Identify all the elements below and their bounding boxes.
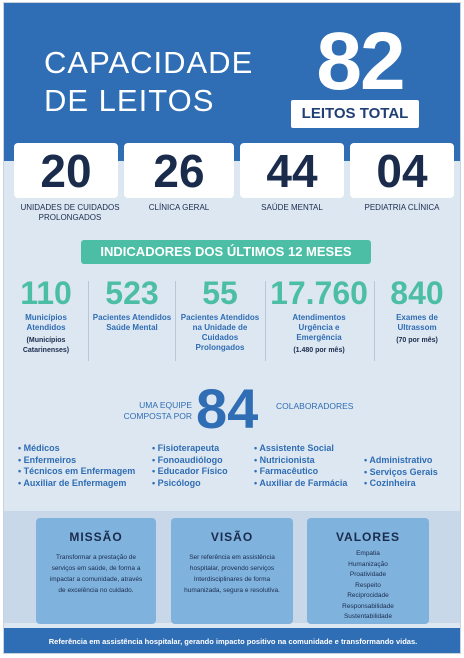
indicator-note: (1.480 por mês) <box>293 347 345 354</box>
role-item: Assistente Social <box>254 443 347 455</box>
team-post-text: COLABORADORES <box>276 401 354 411</box>
mission-title: MISSÃO <box>69 530 123 544</box>
value-item: Reciprocidade <box>347 592 389 599</box>
beds-value: 26 <box>153 145 205 197</box>
title-line-1: CAPACIDADE <box>44 45 254 80</box>
indicator-label: Exames de Ultrassom <box>396 313 438 332</box>
role-item: Auxiliar de Enfermagem <box>18 478 135 490</box>
beds-card-pediatric: 04 <box>350 143 454 198</box>
indicator-label: Atendimentos Urgência e Emergência <box>292 313 346 342</box>
role-item: Farmacêutico <box>254 466 347 478</box>
beds-label: CLÍNICA GERAL <box>148 203 210 212</box>
roles-column-2: Fisioterapeuta Fonoaudiólogo Educador Fí… <box>152 443 228 489</box>
value-item: Responsabilidade <box>342 602 394 610</box>
roles-column-1: Médicos Enfermeiros Técnicos em Enfermag… <box>18 443 135 489</box>
indicator-value: 523 <box>105 275 159 311</box>
header: CAPACIDADE DE LEITOS 82 LEITOS TOTAL <box>4 3 460 161</box>
indicator-label: Pacientes Atendidos na Unidade de Cuidad… <box>180 313 260 352</box>
infographic: CAPACIDADE DE LEITOS 82 LEITOS TOTAL 20 … <box>3 2 461 654</box>
indicator-value: 110 <box>20 275 72 311</box>
values-box: VALORES Empatia Humanização Proatividade… <box>307 518 429 624</box>
values-list: Empatia Humanização Proatividade Respeit… <box>307 549 429 623</box>
role-item: Serviços Gerais <box>364 467 438 479</box>
role-item: Enfermeiros <box>18 455 135 467</box>
divider <box>374 281 375 361</box>
role-item: Técnicos em Enfermagem <box>18 466 136 478</box>
vision-title: VISÃO <box>210 530 254 544</box>
indicator-value: 840 <box>390 275 444 311</box>
total-beds-label: LEITOS TOTAL <box>291 100 419 128</box>
indicator-municipalities: 110 Municípios Atendidos (Municípios Cat… <box>8 275 84 356</box>
divider <box>175 281 176 361</box>
value-item: Humanização <box>348 560 388 568</box>
divider <box>265 281 266 361</box>
role-item: Auxiliar de Farmácia <box>254 478 347 490</box>
mission-text: Transformar a prestação de serviços em s… <box>49 554 143 594</box>
values-title: VALORES <box>335 530 401 544</box>
role-item: Cozinheira <box>364 478 438 490</box>
beds-value: 44 <box>266 145 318 197</box>
role-item: Educador Físico <box>152 466 228 478</box>
value-item: Proatividade <box>349 571 387 578</box>
vision-text: Ser referência em assistência hospitalar… <box>184 554 280 594</box>
footer-tagline: Referência em assistência hospitalar, ge… <box>4 628 460 653</box>
beds-card-prolonged: 20 <box>14 143 118 198</box>
title-line-2: DE LEITOS <box>44 83 215 118</box>
indicator-value: 17.760 <box>270 275 368 311</box>
indicator-note: (70 por mês) <box>396 337 438 344</box>
roles-column-4: Administrativo Serviços Gerais Cozinheir… <box>364 455 438 490</box>
beds-label: SAÚDE MENTAL <box>261 203 323 212</box>
indicator-note: (Municípios Catarinenses) <box>22 337 70 354</box>
indicator-label: Municípios Atendidos <box>25 313 67 332</box>
indicator-label: Pacientes Atendidos Saúde Mental <box>92 313 172 332</box>
value-item: Respeito <box>355 581 381 589</box>
indicator-ultrasound: 840 Exames de Ultrassom (70 por mês) <box>376 275 458 346</box>
beds-card-mental: 44 <box>240 143 344 198</box>
indicator-mental-health: 523 Pacientes Atendidos Saúde Mental <box>92 275 172 333</box>
mission-box: MISSÃO Transformar a prestação de serviç… <box>36 518 156 624</box>
team-number: 84 <box>196 377 259 440</box>
indicator-prolonged-care: 55 Pacientes Atendidos na Unidade de Cui… <box>178 275 262 353</box>
role-item: Nutricionista <box>254 455 347 467</box>
value-item: Sustentabilidade <box>343 613 393 620</box>
beds-label: UNIDADES DE CUIDADOS PROLONGADOS <box>20 203 120 222</box>
indicator-value: 55 <box>202 275 238 311</box>
roles-column-3: Assistente Social Nutricionista Farmacêu… <box>254 443 347 489</box>
vision-box: VISÃO Ser referência em assistência hosp… <box>171 518 293 624</box>
role-item: Médicos <box>18 443 135 455</box>
beds-card-general: 26 <box>124 143 234 198</box>
role-item: Administrativo <box>364 455 438 467</box>
value-item: Empatia <box>356 550 380 557</box>
beds-value: 04 <box>376 145 428 197</box>
indicators-title: INDICADORES DOS ÚLTIMOS 12 MESES <box>81 240 371 264</box>
indicator-emergency: 17.760 Atendimentos Urgência e Emergênci… <box>266 275 372 356</box>
role-item: Fonoaudiólogo <box>152 455 228 467</box>
role-item: Psicólogo <box>152 478 228 490</box>
total-beds-number: 82 <box>316 16 405 107</box>
beds-value: 20 <box>40 145 92 197</box>
beds-label: PEDIATRIA CLÍNICA <box>364 203 440 212</box>
team-pre-text: UMA EQUIPE COMPOSTA POR <box>123 400 192 421</box>
role-item: Fisioterapeuta <box>152 443 228 455</box>
divider <box>88 281 89 361</box>
